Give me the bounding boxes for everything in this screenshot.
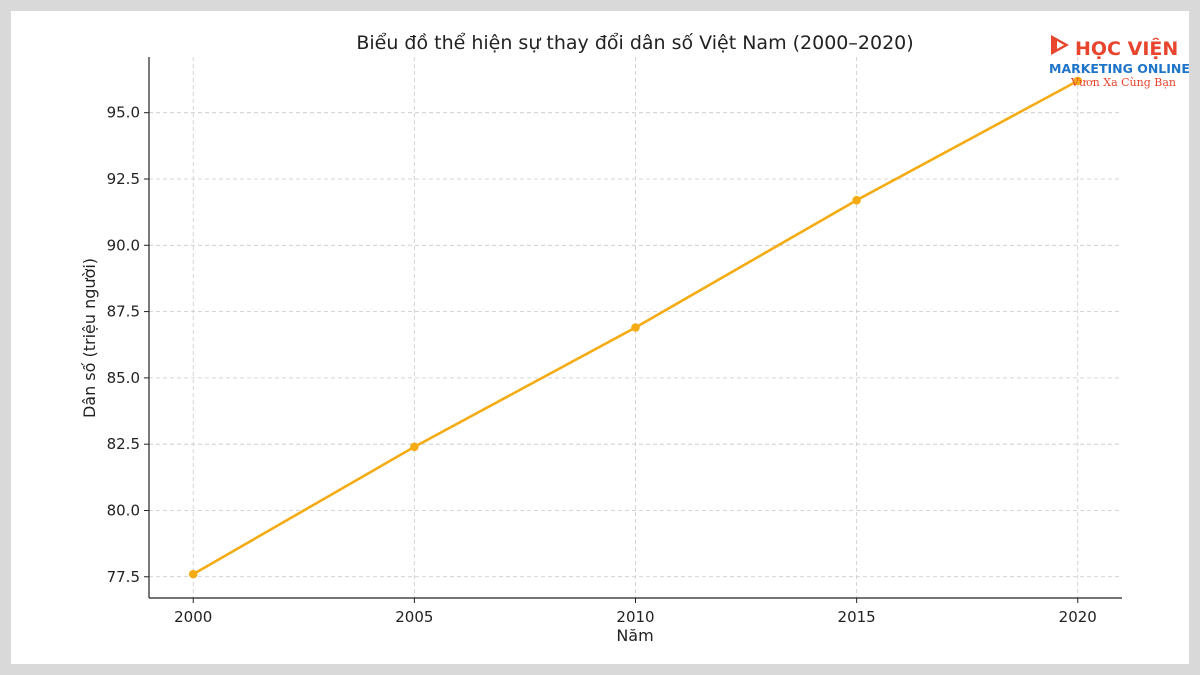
tick-labels: 2000 2005 2010 2015 2020 77.5 80.0 82.5 85.0 87.5… xyxy=(107,104,1097,626)
brand-logo: HỌC VIỆN MARKETING ONLINE Vươn Xa Cùng B… xyxy=(1047,29,1193,91)
y-tick-label: 95.0 xyxy=(107,104,140,122)
grid-lines xyxy=(149,57,1122,598)
y-tick-label: 82.5 xyxy=(107,435,140,453)
y-tick-label: 92.5 xyxy=(107,170,140,188)
x-tick-label: 2020 xyxy=(1059,608,1097,626)
chart-title: Biểu đồ thể hiện sự thay đổi dân số Việt… xyxy=(356,32,913,54)
x-tick-label: 2010 xyxy=(616,608,654,626)
series-layer xyxy=(188,76,1083,579)
data-point xyxy=(410,442,419,452)
data-point xyxy=(1073,76,1083,86)
axes xyxy=(144,57,1122,603)
line-chart: Biểu đồ thể hiện sự thay đổi dân số Việt… xyxy=(80,32,1122,645)
data-point xyxy=(188,569,198,579)
chart-card: Biểu đồ thể hiện sự thay đổi dân số Việt… xyxy=(11,11,1190,664)
brand-logo-graphic: HỌC VIỆN MARKETING ONLINE Vươn Xa Cùng B… xyxy=(1049,35,1190,89)
logo-subtitle: MARKETING ONLINE xyxy=(1049,61,1190,76)
y-tick-label: 90.0 xyxy=(107,236,140,254)
logo-tagline: Vươn Xa Cùng Bạn xyxy=(1070,76,1176,89)
play-icon xyxy=(1051,35,1069,55)
y-axis-label: Dân số (triệu người) xyxy=(80,258,99,418)
data-point xyxy=(631,323,640,332)
y-tick-label: 80.0 xyxy=(107,501,140,519)
x-axis-label: Năm xyxy=(616,626,653,645)
y-tick-label: 87.5 xyxy=(107,303,140,321)
y-tick-label: 85.0 xyxy=(107,369,140,387)
data-point xyxy=(852,195,861,205)
y-tick-label: 77.5 xyxy=(107,568,140,586)
logo-title: HỌC VIỆN xyxy=(1075,36,1178,60)
x-tick-label: 2000 xyxy=(174,608,212,626)
x-tick-label: 2005 xyxy=(395,608,433,626)
x-tick-label: 2015 xyxy=(838,608,876,626)
